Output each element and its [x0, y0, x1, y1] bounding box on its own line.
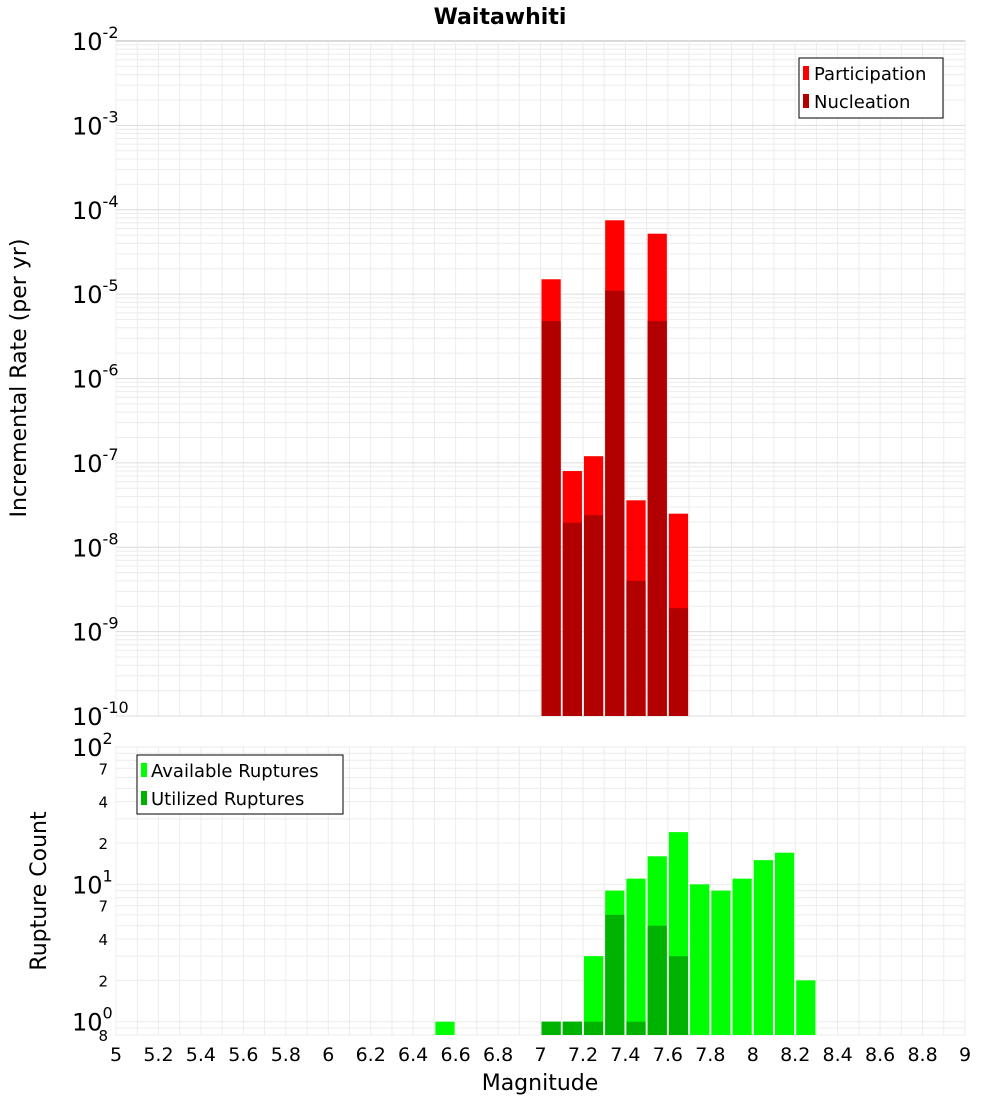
- rate-y-tick-label: 10-7: [72, 445, 119, 478]
- available-ruptures-bar: [796, 980, 816, 1035]
- magnitude-tick-label: 8: [747, 1044, 759, 1066]
- magnitude-tick-label: 7.4: [610, 1044, 640, 1066]
- rate-y-tick-label: 10-4: [72, 192, 119, 225]
- magnitude-tick-label: 8.4: [823, 1044, 853, 1066]
- chart-title: Waitawhiti: [434, 5, 567, 30]
- rate-y-tick-label: 10-5: [72, 276, 119, 309]
- available-legend-swatch: [141, 763, 147, 777]
- count-y-minor-tick-label: 7: [98, 760, 108, 778]
- magnitude-tick-label: 5.6: [228, 1044, 258, 1066]
- magnitude-tick-label: 7.8: [695, 1044, 725, 1066]
- utilized-ruptures-bar: [541, 1021, 561, 1035]
- nucleation-bar: [605, 290, 625, 716]
- available-ruptures-bar: [626, 878, 646, 1035]
- utilized-ruptures-bar: [562, 1021, 582, 1035]
- utilized-legend-swatch: [141, 791, 147, 805]
- available-ruptures-bar: [774, 852, 795, 1035]
- nucleation-bar: [668, 608, 689, 716]
- available-ruptures-bar: [435, 1021, 455, 1035]
- rate-bars: [541, 220, 689, 717]
- magnitude-tick-label: 7: [534, 1044, 546, 1066]
- utilized-ruptures-bar: [583, 1021, 604, 1035]
- magnitude-tick-label: 6.6: [440, 1044, 470, 1066]
- magnitude-tick-labels: 5 5.2 5.4 5.6 5.8 6 6.2 6.4 6.6 6.8 7 7.2 7.4 7.6 7.8 8…: [110, 1044, 971, 1066]
- count-y-minor-tick-label: 8: [98, 1027, 108, 1045]
- utilized-ruptures-bar: [605, 914, 625, 1035]
- count-y-major-tick-label: 101: [72, 866, 113, 899]
- count-y-minor-tick-label: 2: [98, 835, 108, 853]
- rate-y-axis-title: Incremental Rate (per yr): [7, 239, 32, 518]
- magnitude-tick-label: 6: [322, 1044, 334, 1066]
- nucleation-bar: [562, 522, 582, 716]
- count-legend-box: [136, 754, 344, 815]
- magnitude-tick-label: 6.2: [356, 1044, 386, 1066]
- count-y-tick-labels: 100 101 102 8 2 4 7 2 4 7: [72, 729, 113, 1045]
- count-legend: Available Ruptures Utilized Ruptures: [136, 754, 344, 815]
- magnitude-tick-label: 5.4: [186, 1044, 216, 1066]
- participation-legend-label: Participation: [814, 64, 926, 85]
- magnitude-tick-label: 8.8: [907, 1044, 937, 1066]
- utilized-ruptures-bar: [626, 1021, 646, 1035]
- available-ruptures-bar: [732, 878, 752, 1035]
- count-y-minor-tick-label: 4: [98, 794, 108, 812]
- nucleation-bar: [583, 515, 604, 716]
- count-y-major-tick-label: 100: [72, 1004, 113, 1037]
- rate-y-tick-label: 10-9: [72, 614, 119, 647]
- utilized-legend-label: Utilized Ruptures: [151, 789, 304, 810]
- magnitude-tick-label: 7.2: [568, 1044, 598, 1066]
- magnitude-tick-label: 5.8: [271, 1044, 301, 1066]
- rate-grid: [115, 41, 966, 717]
- rate-y-tick-label: 10-2: [72, 23, 119, 56]
- magnitude-axis-title: Magnitude: [482, 1071, 599, 1096]
- magnitude-tick-label: 6.8: [483, 1044, 513, 1066]
- available-ruptures-bar: [583, 956, 604, 1035]
- rate-legend-box: [798, 57, 944, 119]
- magnitude-tick-label: 5: [110, 1044, 122, 1066]
- rate-y-tick-label: 10-8: [72, 529, 119, 562]
- magnitude-tick-label: 6.4: [398, 1044, 428, 1066]
- available-legend-label: Available Ruptures: [151, 761, 319, 782]
- magnitude-tick-label: 8.2: [780, 1044, 810, 1066]
- nucleation-legend-swatch: [803, 94, 809, 108]
- count-y-minor-tick-label: 7: [98, 898, 108, 916]
- utilized-ruptures-bar: [647, 925, 667, 1035]
- rate-y-tick-label: 10-6: [72, 361, 119, 394]
- nucleation-bar: [626, 580, 646, 716]
- count-bars: [435, 832, 816, 1035]
- magnitude-tick-label: 7.6: [653, 1044, 683, 1066]
- count-y-minor-tick-label: 2: [98, 972, 108, 990]
- rate-y-tick-label: 10-3: [72, 107, 119, 140]
- nucleation-bar: [541, 321, 561, 716]
- available-ruptures-bar: [711, 890, 731, 1035]
- rate-panel: 10-10 10-9 10-8 10-7 10-6 10-5 10-4 10-3 10-2 In…: [7, 23, 966, 731]
- available-ruptures-bar: [690, 884, 710, 1035]
- rate-y-tick-labels: 10-10 10-9 10-8 10-7 10-6 10-5 10-4 10-3 10-2: [72, 23, 129, 731]
- participation-legend-swatch: [803, 66, 809, 80]
- nucleation-legend-label: Nucleation: [814, 92, 910, 113]
- magnitude-tick-label: 8.6: [865, 1044, 895, 1066]
- count-y-minor-tick-label: 4: [98, 931, 108, 949]
- nucleation-bar: [647, 321, 667, 716]
- rate-y-tick-label: 10-10: [72, 698, 129, 731]
- rate-legend: Participation Nucleation: [798, 57, 944, 119]
- count-panel: 100 101 102 8 2 4 7 2 4 7 5 5.2 5.4 5.6 5.8 6 6.2 6.4 6.6…: [27, 729, 971, 1096]
- magnitude-tick-label: 5.2: [143, 1044, 173, 1066]
- magnitude-tick-label: 9: [959, 1044, 971, 1066]
- available-ruptures-bar: [753, 860, 773, 1035]
- utilized-ruptures-bar: [668, 956, 689, 1035]
- count-y-axis-title: Rupture Count: [27, 811, 52, 971]
- count-y-major-tick-label: 102: [72, 729, 113, 762]
